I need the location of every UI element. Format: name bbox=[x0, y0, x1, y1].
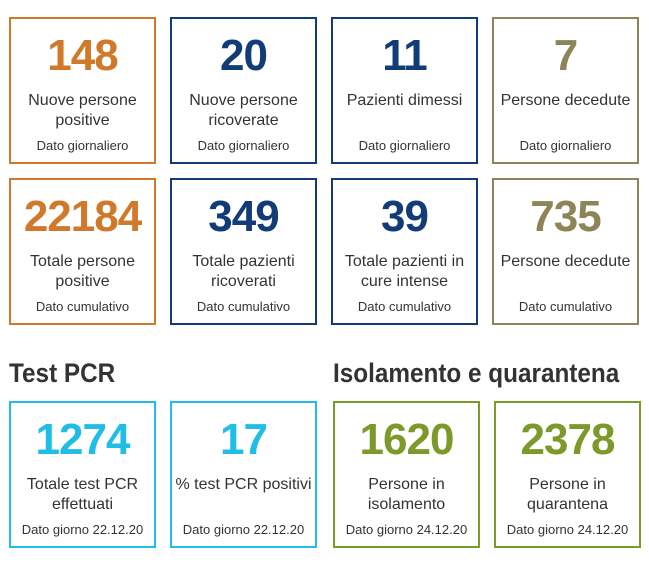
card-label: Totale pazienti ricoverati bbox=[192, 253, 295, 290]
card-value: 39 bbox=[381, 192, 429, 241]
card-nuove-positive: 148 Nuove persone positive Dato giornali… bbox=[9, 17, 156, 164]
card-totale-ricoverati: 349 Totale pazienti ricoverati Dato cumu… bbox=[170, 178, 317, 325]
card-label: Totale persone positive bbox=[30, 253, 135, 290]
card-cure-intense: 39 Totale pazienti in cure intense Dato … bbox=[331, 178, 478, 325]
card-note: Dato cumulativo bbox=[35, 299, 130, 314]
card-value: 148 bbox=[47, 31, 118, 80]
card-quarantena: 2378 Persone in quarantena Dato giorno 2… bbox=[494, 401, 641, 548]
card-nuove-ricoverate: 20 Nuove persone ricoverate Dato giornal… bbox=[170, 17, 317, 164]
section-title-test-pcr: Test PCR bbox=[9, 358, 116, 388]
card-note: Dato giorno 24.12.20 bbox=[345, 522, 468, 537]
card-label: Totale test PCR effettuati bbox=[26, 476, 139, 513]
card-label: % test PCR positivi bbox=[175, 476, 312, 493]
card-pazienti-dimessi: 11 Pazienti dimessi Dato giornaliero bbox=[331, 17, 478, 164]
card-note: Dato giorno 24.12.20 bbox=[506, 522, 629, 537]
card-test-pcr-positivi: 17 % test PCR positivi Dato giorno 22.12… bbox=[170, 401, 317, 548]
card-persone-decedute-cumulative: 735 Persone decedute Dato cumulativo bbox=[492, 178, 639, 325]
card-value: 1620 bbox=[359, 415, 455, 464]
card-label: Persone in isolamento bbox=[367, 476, 446, 513]
card-value: 11 bbox=[382, 31, 428, 80]
card-value: 20 bbox=[220, 31, 268, 80]
card-note: Dato giornaliero bbox=[197, 138, 290, 153]
card-totale-test-pcr: 1274 Totale test PCR effettuati Dato gio… bbox=[9, 401, 156, 548]
section-title-isolamento: Isolamento e quarantena bbox=[333, 358, 620, 388]
card-note: Dato giornaliero bbox=[358, 138, 451, 153]
card-label: Persone in quarantena bbox=[527, 476, 608, 513]
card-label: Nuove persone positive bbox=[28, 92, 137, 129]
card-value: 349 bbox=[208, 192, 279, 241]
card-value: 1274 bbox=[35, 415, 131, 464]
card-note: Dato cumulativo bbox=[357, 299, 452, 314]
card-note: Dato cumulativo bbox=[518, 299, 613, 314]
card-note: Dato giornaliero bbox=[36, 138, 129, 153]
card-note: Dato cumulativo bbox=[196, 299, 291, 314]
card-label: Persone decedute bbox=[500, 253, 631, 270]
card-value: 7 bbox=[553, 31, 578, 80]
card-totale-positive: 22184 Totale persone positive Dato cumul… bbox=[9, 178, 156, 325]
card-isolamento: 1620 Persone in isolamento Dato giorno 2… bbox=[333, 401, 480, 548]
card-label: Nuove persone ricoverate bbox=[189, 92, 298, 129]
card-persone-decedute-daily: 7 Persone decedute Dato giornaliero bbox=[492, 17, 639, 164]
card-value: 17 bbox=[220, 415, 268, 464]
card-label: Persone decedute bbox=[500, 92, 631, 109]
card-note: Dato giornaliero bbox=[519, 138, 612, 153]
card-note: Dato giorno 22.12.20 bbox=[21, 522, 144, 537]
card-value: 2378 bbox=[520, 415, 616, 464]
card-value: 735 bbox=[530, 192, 601, 241]
card-label: Pazienti dimessi bbox=[346, 92, 463, 109]
card-label: Totale pazienti in cure intense bbox=[344, 253, 465, 290]
card-value: 22184 bbox=[23, 192, 142, 241]
card-note: Dato giorno 22.12.20 bbox=[182, 522, 305, 537]
